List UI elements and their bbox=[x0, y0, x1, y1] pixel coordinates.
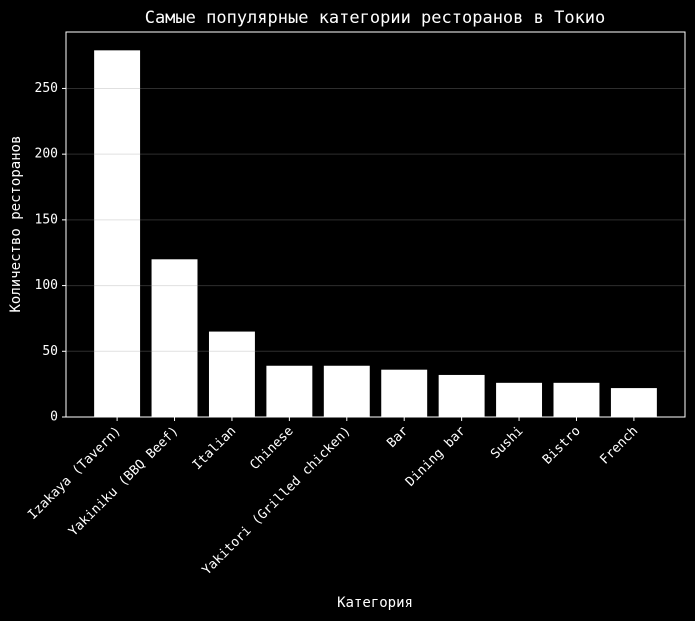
bar bbox=[381, 369, 428, 417]
x-axis-label: Категория bbox=[337, 595, 413, 611]
plot-frame bbox=[65, 31, 686, 418]
bar bbox=[94, 50, 141, 417]
bar bbox=[553, 382, 600, 417]
y-axis-label: Количество ресторанов bbox=[8, 135, 24, 312]
bar bbox=[438, 374, 485, 417]
y-tick-label: 50 bbox=[42, 344, 58, 359]
y-tick-label: 200 bbox=[35, 147, 58, 162]
y-tick-label: 250 bbox=[35, 81, 58, 96]
bar bbox=[266, 365, 313, 417]
y-tick-label: 150 bbox=[35, 212, 58, 227]
bar bbox=[496, 382, 543, 417]
chart-title: Самые популярные категории ресторанов в … bbox=[145, 8, 606, 28]
bar bbox=[151, 259, 198, 417]
y-tick-label: 0 bbox=[50, 410, 58, 425]
bar bbox=[208, 331, 255, 417]
y-tick-label: 100 bbox=[35, 278, 58, 293]
bar bbox=[323, 365, 370, 417]
bar bbox=[610, 388, 657, 417]
